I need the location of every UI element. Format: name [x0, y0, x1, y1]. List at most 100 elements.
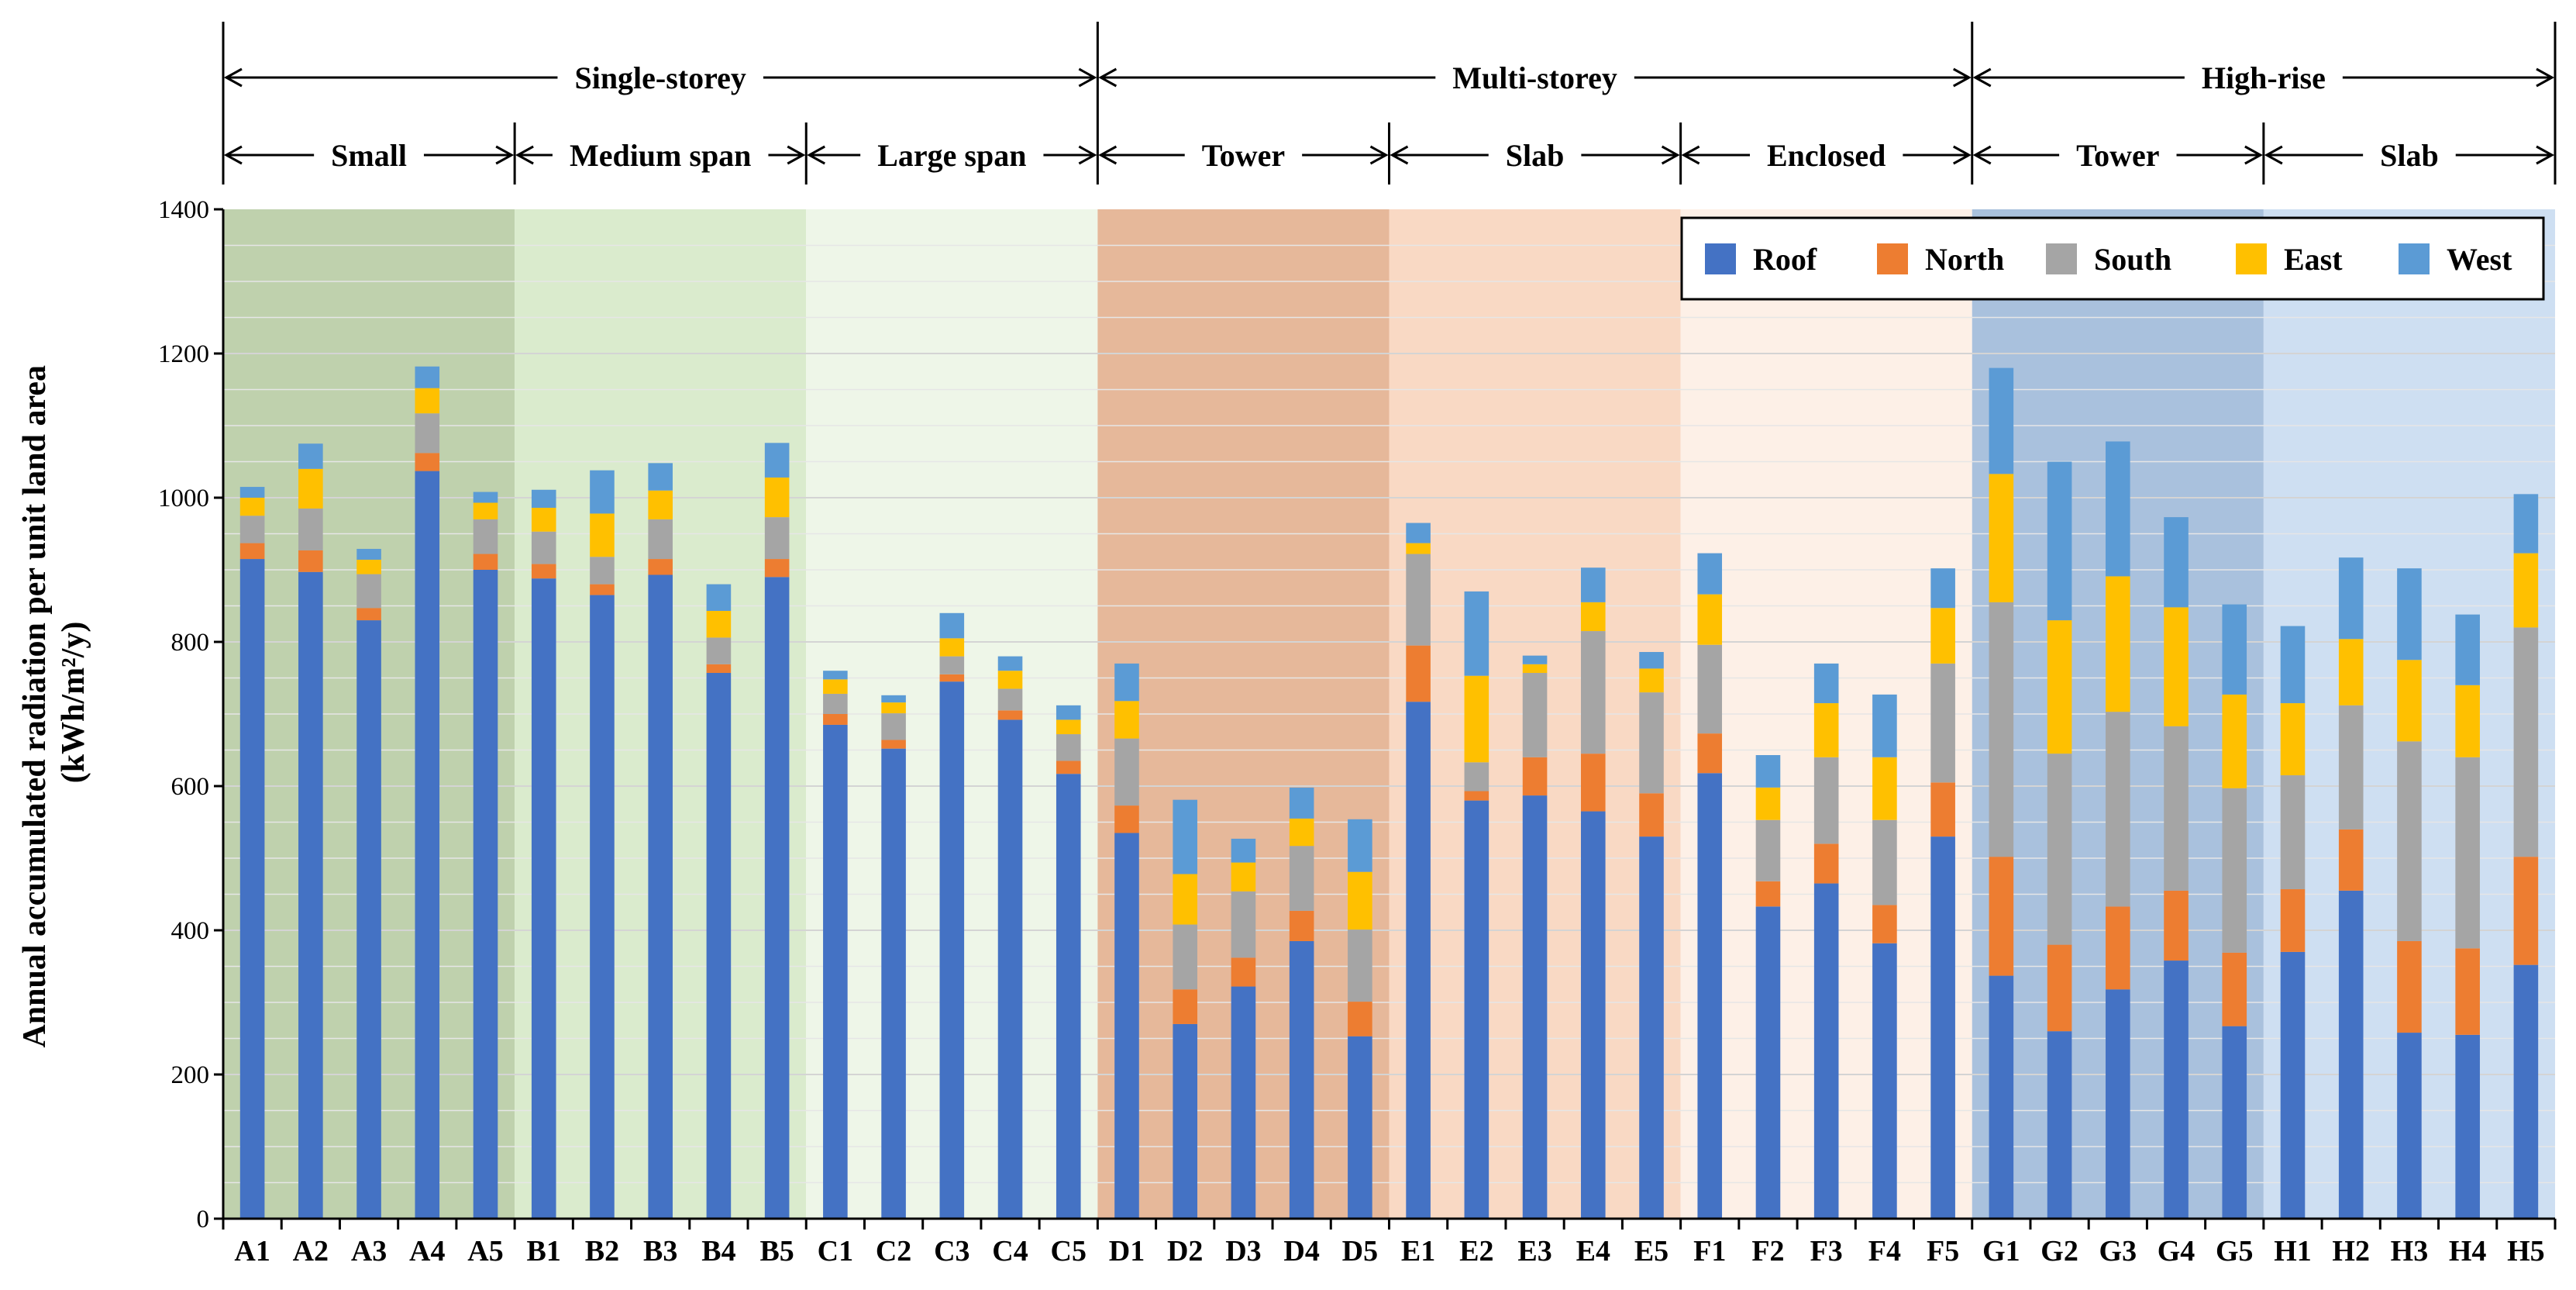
x-tick-label: G4: [2158, 1235, 2195, 1268]
legend-swatch-west: [2399, 243, 2430, 274]
bar-A5-north: [473, 554, 498, 570]
bar-D5-north: [1348, 1002, 1372, 1036]
axes: 0 200 400 600 800 1000 1200 1400 A1 A2 A3 A4 A5 B1 B2 B…: [158, 196, 2557, 1268]
bars: [239, 366, 2539, 1219]
bar-D5-east: [1348, 871, 1372, 930]
bar-A3-east: [356, 559, 381, 574]
bar-B4-east: [706, 611, 732, 638]
bar-C3-north: [939, 674, 965, 682]
bar-D1-roof: [1114, 833, 1139, 1219]
bar-C4-east: [997, 671, 1023, 689]
bar-E1-north: [1406, 645, 1431, 702]
bar-D3-south: [1231, 891, 1256, 958]
bar-C2-west: [881, 695, 906, 703]
subgroup-2-arrow-right: [1078, 145, 1097, 165]
y-tick-label: 600: [171, 773, 210, 801]
x-tick-label: A2: [293, 1235, 329, 1268]
bar-C3-east: [939, 638, 965, 657]
bar-F2-roof: [1755, 906, 1781, 1219]
bar-C1-west: [823, 671, 848, 680]
bar-C4-west: [997, 656, 1023, 671]
y-tick-label: 800: [171, 629, 210, 657]
bar-G2-north: [2047, 944, 2072, 1032]
bar-F3-north: [1813, 843, 1839, 884]
bar-G4-west: [2164, 517, 2189, 608]
bar-D3-east: [1231, 862, 1256, 892]
x-tick-label: G3: [2099, 1235, 2137, 1268]
x-tick-label: D4: [1283, 1235, 1319, 1268]
bar-E1-east: [1406, 543, 1431, 554]
bar-H3-east: [2397, 660, 2422, 742]
bar-F4-north: [1872, 905, 1897, 943]
x-tick-label: A4: [409, 1235, 445, 1268]
bar-G4-east: [2164, 607, 2189, 726]
bar-E2-north: [1464, 791, 1489, 801]
x-tick-label: F4: [1868, 1235, 1901, 1268]
subgroup-4-arrow-right: [1661, 145, 1680, 165]
bar-C5-south: [1056, 734, 1081, 761]
bar-A1-roof: [239, 559, 265, 1219]
bar-H4-west: [2455, 614, 2480, 685]
legend-swatch-north: [1877, 243, 1908, 274]
bar-C4-south: [997, 688, 1023, 711]
bar-F3-south: [1813, 757, 1839, 844]
bar-D4-north: [1289, 910, 1314, 941]
legend: Roof North South East West: [1680, 216, 2545, 301]
bar-H5-roof: [2513, 964, 2539, 1219]
y-tick-label: 1400: [158, 196, 209, 224]
bar-C1-north: [823, 714, 848, 725]
x-tick-label: G1: [1982, 1235, 2020, 1268]
bar-F4-west: [1872, 694, 1897, 757]
bar-E2-south: [1464, 762, 1489, 792]
legend-label-north: North: [1925, 242, 2004, 277]
bar-H2-east: [2338, 639, 2364, 705]
bar-B2-east: [590, 513, 615, 557]
bar-C2-east: [881, 702, 906, 714]
x-tick-label: F1: [1693, 1235, 1726, 1268]
bar-G5-roof: [2222, 1026, 2247, 1219]
bar-C2-roof: [881, 748, 906, 1219]
bar-H1-east: [2280, 703, 2306, 776]
bar-E4-roof: [1580, 811, 1606, 1219]
bar-H1-south: [2280, 775, 2306, 889]
subgroup-1-arrow-left: [515, 145, 534, 165]
bar-B1-south: [531, 531, 556, 564]
bar-B1-north: [531, 564, 556, 579]
bar-F1-east: [1697, 594, 1723, 645]
bar-G2-east: [2047, 620, 2072, 754]
bar-A2-south: [298, 508, 323, 550]
legend-swatch-east: [2236, 243, 2267, 274]
bar-D3-west: [1231, 838, 1256, 863]
bar-G4-roof: [2164, 961, 2189, 1219]
subgroup-3-arrow-right: [1369, 145, 1389, 165]
group-header: Single-storey Multi-storey High-rise Small M…: [222, 22, 2557, 185]
bar-A4-roof: [415, 471, 440, 1219]
bar-D5-south: [1348, 930, 1372, 1002]
bar-H1-roof: [2280, 951, 2306, 1219]
bar-G5-west: [2222, 604, 2247, 695]
bar-B2-south: [590, 557, 615, 585]
bar-B3-west: [648, 463, 673, 491]
bar-B1-west: [531, 489, 556, 509]
x-tick-label: C5: [1051, 1235, 1087, 1268]
bar-D4-south: [1289, 846, 1314, 911]
bar-E4-east: [1580, 602, 1606, 632]
subgroup-3-label: Tower: [1202, 138, 1285, 173]
bar-G2-south: [2047, 754, 2072, 945]
bar-E1-south: [1406, 554, 1431, 646]
x-tick-label: C2: [876, 1235, 911, 1268]
subgroup-2-arrow-left: [807, 145, 825, 165]
x-tick-label: F2: [1751, 1235, 1784, 1268]
bar-F5-south: [1930, 663, 1955, 783]
subgroup-0-arrow-right: [495, 145, 515, 165]
bar-H3-west: [2397, 568, 2422, 661]
bar-F3-west: [1813, 663, 1839, 704]
bar-D2-west: [1173, 799, 1198, 874]
bar-C2-south: [881, 713, 906, 740]
y-tick-label: 0: [197, 1205, 210, 1233]
bar-B5-south: [764, 517, 790, 560]
x-tick-label: B5: [759, 1235, 794, 1268]
subgroup-5-arrow-right: [1953, 145, 1972, 165]
bar-H3-north: [2397, 940, 2422, 1033]
group-0-label: Single-storey: [574, 60, 746, 95]
